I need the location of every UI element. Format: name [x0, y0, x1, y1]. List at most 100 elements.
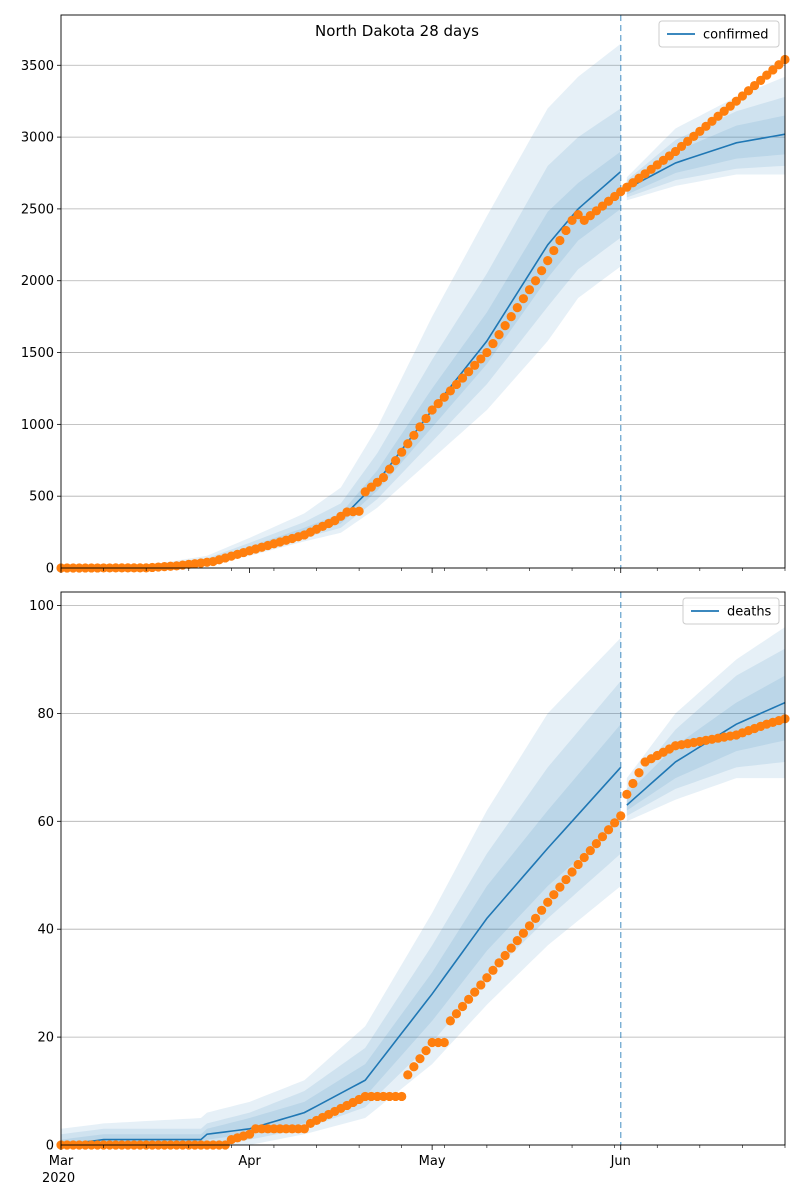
- uncertainty-band-3: [61, 637, 621, 1145]
- y-tick-label: 60: [37, 815, 54, 830]
- observed-point: [524, 921, 535, 931]
- x-tick-label: Jun: [610, 1154, 631, 1169]
- y-tick-label: 100: [29, 599, 54, 614]
- uncertainty-band-3: [626, 627, 785, 822]
- observed-point: [500, 321, 510, 331]
- y-tick-label: 40: [37, 923, 54, 938]
- x-axis-year-label: 2020: [42, 1171, 75, 1186]
- observed-point: [518, 928, 528, 938]
- observed-point: [433, 399, 443, 409]
- x-tick-label: Mar: [49, 1154, 74, 1169]
- observed-point: [524, 285, 535, 295]
- observed-point: [457, 1001, 468, 1012]
- observed-point: [676, 141, 687, 152]
- uncertainty-band-2: [61, 681, 621, 1145]
- observed-point: [774, 60, 784, 70]
- observed-point: [537, 266, 547, 276]
- observed-point: [384, 464, 395, 474]
- observed-point: [482, 973, 492, 983]
- y-tick-label: 3000: [21, 131, 54, 146]
- observed-point: [768, 65, 778, 75]
- legend-label: confirmed: [703, 28, 769, 43]
- observed-point: [482, 347, 492, 358]
- observed-point: [457, 373, 468, 383]
- observed-point: [397, 1091, 407, 1102]
- observed-point: [530, 913, 541, 924]
- x-tick-label: May: [419, 1154, 446, 1169]
- observed-point: [464, 994, 474, 1004]
- observed-point: [488, 965, 498, 975]
- observed-point: [415, 1054, 425, 1064]
- observed-point: [421, 1045, 431, 1056]
- observed-point: [707, 116, 717, 126]
- observed-point: [378, 472, 389, 483]
- x-tick-label: Apr: [238, 1154, 261, 1169]
- observed-point: [585, 845, 595, 856]
- observed-point: [439, 1037, 449, 1048]
- y-tick-label: 1000: [21, 418, 54, 433]
- legend-box: [658, 20, 780, 48]
- observed-point: [616, 811, 626, 821]
- chart-title: North Dakota 28 days: [315, 22, 479, 40]
- y-tick-label: 2500: [21, 202, 54, 217]
- observed-point: [439, 392, 449, 402]
- observed-point: [512, 303, 522, 313]
- observed-point: [603, 825, 614, 835]
- legend-label: deaths: [727, 605, 772, 620]
- model-median-line: [60, 766, 622, 1146]
- observed-point: [622, 789, 632, 799]
- observed-point: [494, 958, 504, 968]
- observed-point: [695, 126, 705, 136]
- observed-point: [628, 778, 638, 789]
- observed-point: [719, 106, 729, 116]
- observed-point: [567, 215, 577, 225]
- observed-point: [476, 980, 486, 990]
- observed-point: [713, 111, 723, 121]
- observed-point: [561, 874, 571, 885]
- uncertainty-band-3: [626, 76, 785, 201]
- observed-point: [543, 897, 553, 907]
- observed-point: [549, 890, 559, 900]
- deaths-panel: 0 20 40 60 80 100 Mar Apr May Jun deaths: [29, 591, 790, 1169]
- observed-point: [470, 987, 480, 997]
- uncertainty-band-2: [61, 108, 621, 568]
- observed-point: [573, 210, 583, 220]
- observed-point: [494, 329, 504, 340]
- observed-point: [506, 312, 516, 322]
- observed-point: [701, 121, 711, 131]
- uncertainty-band-2: [626, 96, 785, 198]
- confirmed-panel: 0 500 1000 1500 2000 2500 3000 3500 confirmed: [21, 14, 790, 577]
- observed-point: [597, 832, 608, 842]
- observed-point: [731, 96, 741, 106]
- model-median-line: [626, 133, 786, 190]
- observed-point: [409, 1062, 419, 1072]
- observed-point: [683, 136, 693, 146]
- axes-frame: [60, 591, 786, 1146]
- observed-point: [299, 1124, 309, 1134]
- y-tick-label: 500: [29, 490, 54, 505]
- observed-point: [670, 146, 681, 157]
- observed-point: [512, 936, 522, 946]
- observed-point: [245, 1129, 255, 1139]
- observed-point: [579, 852, 589, 863]
- y-tick-label: 0: [46, 562, 54, 577]
- observed-point: [634, 768, 644, 778]
- y-tick-label: 3500: [21, 59, 54, 74]
- observed-point: [445, 386, 455, 396]
- observed-point: [464, 367, 474, 377]
- observed-point: [561, 225, 571, 236]
- observed-point: [725, 101, 735, 111]
- observed-point: [421, 413, 431, 424]
- observed-point: [391, 456, 401, 466]
- observed-point: [762, 70, 772, 80]
- observed-point: [555, 882, 565, 892]
- uncertainty-band-1: [626, 115, 785, 195]
- observed-point: [470, 360, 480, 370]
- observed-point: [451, 379, 462, 390]
- observed-point: [549, 245, 559, 256]
- observed-point: [500, 950, 510, 961]
- observed-point: [397, 447, 407, 457]
- observed-point: [591, 839, 601, 849]
